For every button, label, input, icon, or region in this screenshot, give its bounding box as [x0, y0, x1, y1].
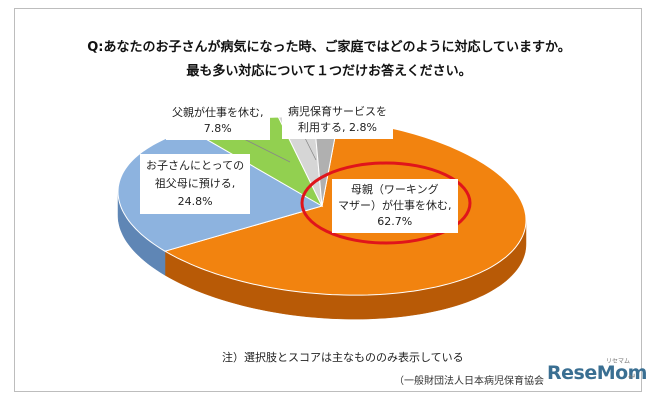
- chart-note: 注）選択肢とスコアは主なもののみ表示している: [222, 351, 464, 364]
- slice-label-grandparents-line1: お子さんにとっての: [146, 159, 245, 172]
- chart-source: （一般財団法人日本病児保育協会: [394, 376, 544, 387]
- slice-label-father-line1: 父親が仕事を休む,: [172, 106, 264, 119]
- slice-label-sick-care-line2: 利用する, 2.8%: [298, 121, 377, 134]
- watermark-small: リセマム: [606, 358, 631, 365]
- chart-subtitle: 最も多い対応について１つだけお答えください。: [186, 64, 472, 79]
- highlight-circle: [300, 161, 472, 245]
- slice-label-mother-line2: マザー）が仕事を休む,: [338, 199, 452, 212]
- slice-label-mother-value: 62.7%: [377, 215, 413, 228]
- slice-label-father-value: 7.8%: [203, 122, 232, 135]
- slice-label-mother-line1: 母親（ワーキング: [350, 183, 439, 196]
- watermark-logo: ReseMom: [547, 362, 647, 384]
- slice-label-sick-care: 病児保育サービスを 利用する, 2.8%: [282, 101, 393, 139]
- slice-label-father: 父親が仕事を休む, 7.8%: [166, 102, 270, 140]
- slice-label-mother: 母親（ワーキング マザー）が仕事を休む, 62.7%: [332, 179, 458, 233]
- slice-label-grandparents-value: 24.8%: [177, 195, 213, 208]
- chart-title: Q:あなたのお子さんが病気になった時、ご家庭ではどのように対応していますか。: [87, 40, 571, 55]
- leader-line-sick-care: [303, 135, 317, 161]
- slice-label-grandparents-line2: 祖父母に預ける,: [154, 177, 236, 190]
- slice-label-sick-care-line1: 病児保育サービスを: [288, 105, 387, 118]
- slice-label-grandparents: お子さんにとっての 祖父母に預ける, 24.8%: [140, 154, 251, 214]
- return-mark: ↵: [628, 372, 637, 383]
